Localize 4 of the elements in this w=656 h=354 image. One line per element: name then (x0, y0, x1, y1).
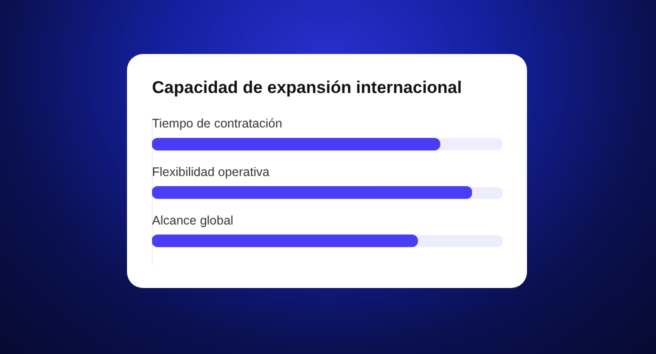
y-tick-label: Flexibilidad operativa (152, 164, 270, 179)
y-tick-label: Alcance global (152, 213, 234, 228)
chart-title: Capacidad de expansión internacional (152, 78, 462, 98)
y-tick-label: Tiempo de contratación (152, 116, 282, 131)
